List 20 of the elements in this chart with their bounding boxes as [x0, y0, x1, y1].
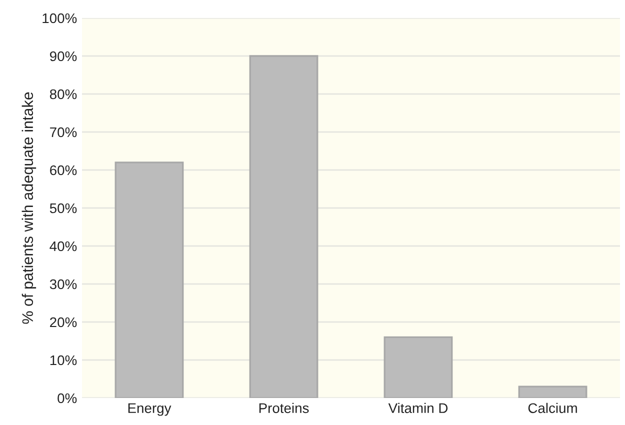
y-tick-label: 10%	[50, 355, 77, 366]
bar	[384, 336, 453, 398]
y-tick-label: 70%	[50, 127, 77, 138]
y-axis-title: % of patients with adequate intake	[22, 92, 36, 324]
y-tick-label: 90%	[50, 51, 77, 62]
y-tick-label: 100%	[42, 13, 77, 24]
bar	[518, 386, 588, 398]
bar	[249, 55, 318, 398]
x-tick-label: Proteins	[259, 402, 309, 414]
y-tick-label: 20%	[50, 317, 77, 328]
y-tick-label: 80%	[50, 89, 77, 100]
bar	[114, 162, 184, 398]
x-tick-label: Calcium	[528, 402, 577, 414]
x-tick-label: Vitamin D	[388, 402, 448, 414]
y-tick-label: 40%	[50, 241, 77, 252]
y-tick-label: 50%	[50, 203, 77, 214]
y-tick-label: 60%	[50, 165, 77, 176]
y-tick-label: 30%	[50, 279, 77, 290]
y-tick-label: 0%	[58, 393, 77, 404]
x-tick-label: Energy	[128, 403, 172, 416]
